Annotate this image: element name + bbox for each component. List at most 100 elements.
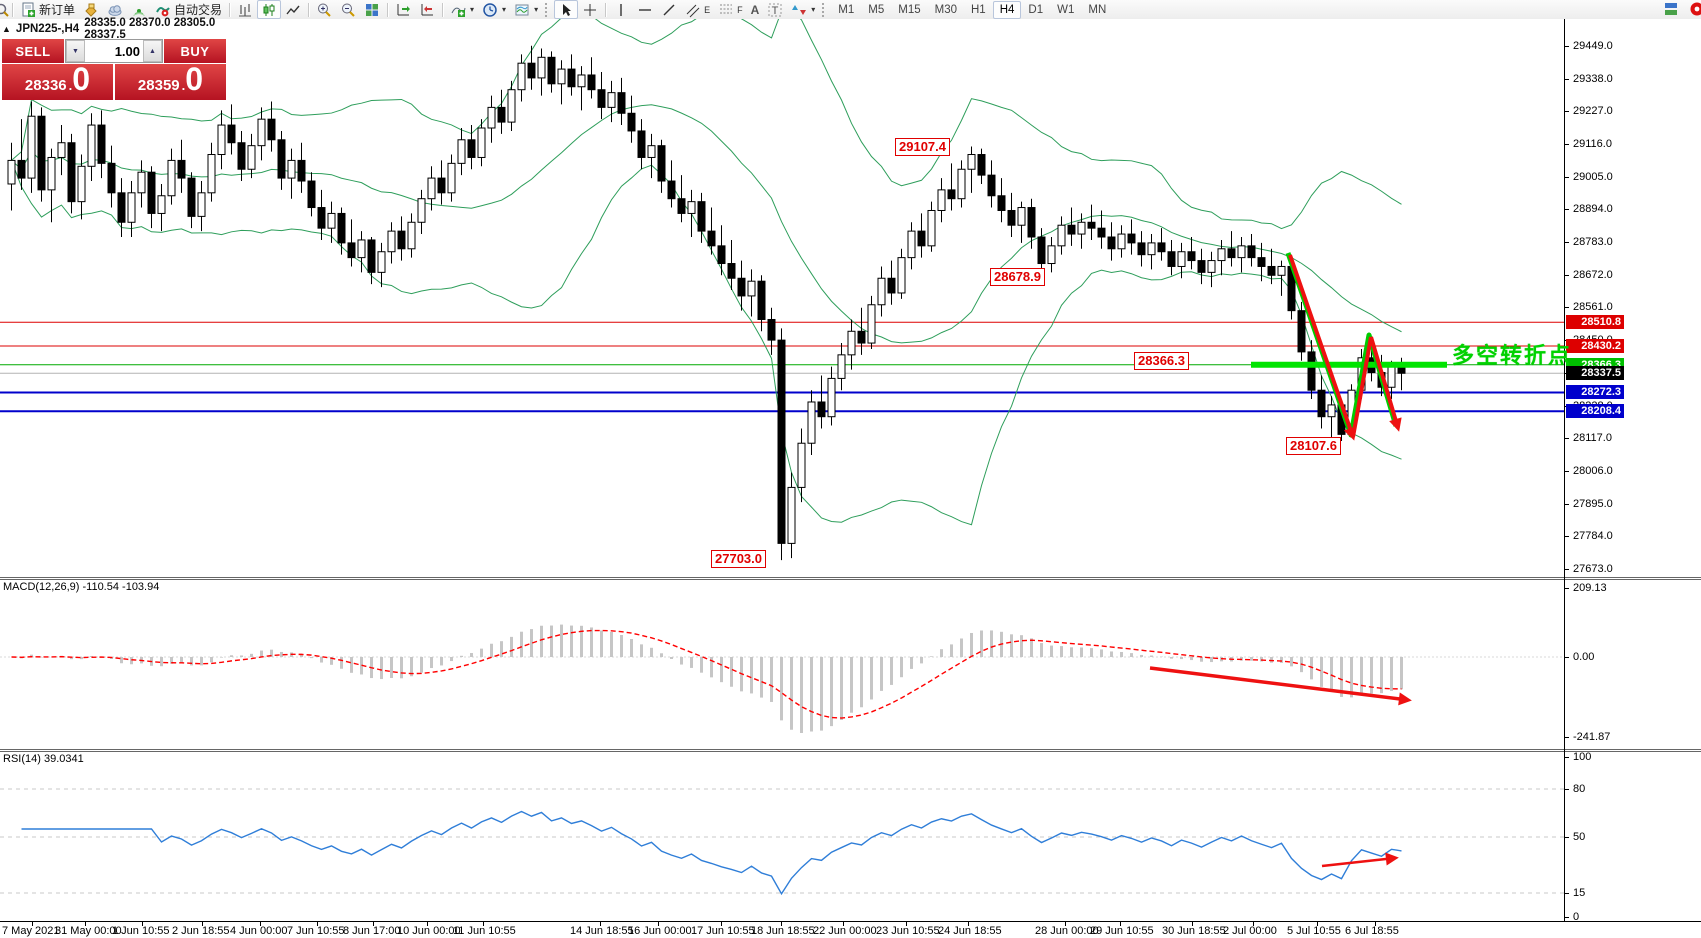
candlestick-chart[interactable] (0, 19, 1564, 577)
main-chart-pane[interactable] (0, 19, 1564, 577)
separator (229, 2, 231, 17)
news-icon[interactable] (1663, 1, 1679, 17)
rsi-tick (1565, 789, 1569, 790)
cursor-button[interactable] (554, 0, 579, 19)
macd-values: -110.54 -103.94 (82, 581, 160, 593)
volume-down-spinner[interactable]: ▼ (66, 40, 85, 62)
buy-button[interactable]: BUY (164, 39, 226, 63)
toolbar-grip[interactable] (822, 2, 828, 17)
zoom-out-button[interactable] (336, 0, 360, 19)
price-tick-label: 28006.0 (1573, 464, 1613, 477)
notifications-icon[interactable] (1689, 1, 1701, 17)
search-icon[interactable] (0, 2, 9, 18)
price-tag: 28208.4 (1566, 404, 1624, 419)
timeframe-toolbar: M1 M5 M15 M30 H1 H4 D1 W1 MN (831, 0, 1113, 19)
price-tick (1565, 536, 1569, 538)
price-annotation[interactable]: 28366.3 (1134, 352, 1189, 370)
signals-button[interactable] (127, 0, 151, 19)
text-box-button[interactable]: T (763, 0, 787, 19)
timeframe-h1[interactable]: H1 (971, 3, 986, 16)
vertical-line-button[interactable] (609, 0, 633, 19)
separator (12, 2, 13, 17)
channel-letter: E (704, 4, 711, 15)
price-axis[interactable]: 29449.0 29338.0 29227.0 29116.0 29005.0 28894… (1565, 19, 1701, 577)
autotrading-label: 自动交易 (174, 3, 223, 17)
time-axis-label: 2 Jun 18:55 (172, 925, 230, 937)
rsi-axis[interactable]: 100 80 50 15 0 (1565, 751, 1701, 923)
bar-chart-button[interactable] (233, 0, 257, 19)
timeframe-h4[interactable]: H4 (992, 0, 1022, 19)
arrows-button[interactable]: ▾ (787, 0, 819, 19)
time-tick (781, 922, 782, 926)
rsi-tick (1565, 917, 1569, 918)
symbol-name: JPN225-,H4 (15, 23, 80, 35)
tile-windows-button[interactable] (360, 0, 384, 19)
price-tick (1565, 503, 1569, 505)
time-tick (1192, 922, 1193, 926)
time-axis-label: 24 Jun 18:55 (938, 925, 1002, 937)
pane-separator[interactable] (0, 577, 1701, 580)
chevron-down-icon: ▾ (470, 5, 475, 14)
periods-button[interactable]: ▾ (478, 0, 510, 19)
volume-input[interactable] (85, 40, 143, 62)
equidistant-channel-button[interactable]: E (681, 0, 714, 19)
time-axis[interactable]: 7 May 2021 31 May 00:00 1 Jun 10:55 2 Jun 1… (0, 921, 1701, 938)
price-tick-label: 27895.0 (1573, 497, 1613, 510)
price-tick (1565, 438, 1569, 440)
timeframe-m30[interactable]: M30 (934, 3, 957, 16)
chart-shift-button[interactable] (391, 0, 415, 19)
time-tick (85, 922, 86, 926)
fibonacci-button[interactable]: F (714, 0, 747, 19)
autotrading-button[interactable]: 自动交易 (151, 0, 226, 19)
time-tick (317, 922, 318, 926)
price-tick (1565, 45, 1569, 47)
clock-icon (482, 2, 498, 18)
sell-price[interactable]: 28336 . 0 (2, 63, 113, 100)
trendline-button[interactable] (657, 0, 681, 19)
macd-tick (1565, 736, 1569, 738)
timeframe-d1[interactable]: D1 (1028, 3, 1044, 16)
separator (387, 2, 389, 17)
cloud-button[interactable] (103, 0, 127, 19)
turning-point-note[interactable]: 多空转折点 (1452, 343, 1573, 368)
auto-scroll-button[interactable] (415, 0, 439, 19)
price-annotation[interactable]: 27703.0 (711, 550, 766, 568)
horizontal-line-button[interactable] (633, 0, 657, 19)
macd-pane[interactable]: MACD(12,26,9) -110.54 -103.94 (0, 580, 1564, 749)
timeframe-w1[interactable]: W1 (1057, 3, 1075, 16)
timeframe-m1[interactable]: M1 (838, 3, 855, 16)
text-label-button[interactable]: A (750, 2, 760, 17)
fibo-letter: F (737, 4, 743, 15)
pane-separator[interactable] (0, 749, 1701, 752)
cloud-icon (107, 2, 123, 18)
indicators-icon (450, 2, 466, 18)
price-annotation[interactable]: 28678.9 (990, 268, 1045, 286)
indicators-button[interactable]: ▾ (446, 0, 478, 19)
new-order-button[interactable]: 新订单 (16, 0, 79, 19)
line-chart-icon (285, 2, 301, 18)
styles-button[interactable] (79, 0, 103, 19)
zoom-in-button[interactable] (312, 0, 336, 19)
line-chart-button[interactable] (281, 0, 305, 19)
collapse-toggle-icon[interactable]: ▲ (2, 24, 11, 34)
price-tag: 28272.3 (1566, 385, 1624, 400)
timeframe-m15[interactable]: M15 (898, 3, 921, 16)
price-annotation[interactable]: 29107.4 (895, 138, 950, 156)
volume-up-spinner[interactable]: ▲ (143, 40, 162, 62)
candle-chart-button[interactable] (257, 0, 282, 19)
sell-button[interactable]: SELL (2, 39, 64, 63)
rsi-pane[interactable]: RSI(14) 39.0341 (0, 752, 1564, 921)
time-tick (483, 922, 484, 926)
timeframe-mn[interactable]: MN (1088, 3, 1107, 16)
macd-axis[interactable]: 209.13 0.00 -241.87 (1565, 580, 1701, 749)
price-tick-label: 28783.0 (1573, 236, 1613, 248)
trendline-icon (661, 2, 677, 18)
toolbar-grip[interactable] (545, 2, 551, 17)
crosshair-button[interactable] (578, 0, 602, 19)
buy-price[interactable]: 28359 . 0 (115, 63, 226, 100)
time-tick (427, 922, 428, 926)
time-axis-label: 23 Jun 10:55 (876, 925, 940, 937)
timeframe-m5[interactable]: M5 (868, 3, 885, 16)
price-annotation[interactable]: 28107.6 (1286, 437, 1341, 455)
templates-button[interactable]: ▾ (510, 0, 542, 19)
